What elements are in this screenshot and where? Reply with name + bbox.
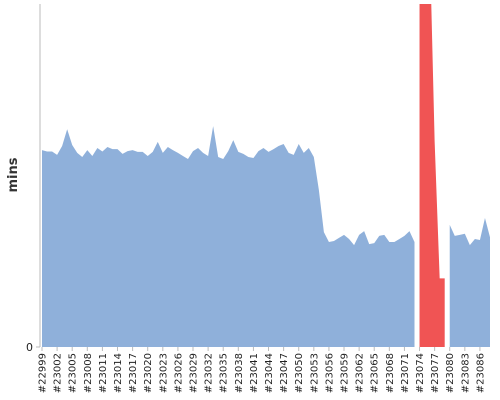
x-tick-label: #23059 <box>340 353 351 393</box>
x-tick-label: #23086 <box>475 353 486 393</box>
x-tick-label: #23005 <box>68 353 79 393</box>
y-tick-label: 0 <box>26 341 33 354</box>
x-tick-label: #23038 <box>234 353 245 393</box>
x-tick-label: #23002 <box>53 353 64 393</box>
x-tick-label: #23047 <box>279 353 290 393</box>
x-tick-label: #23008 <box>83 353 94 393</box>
x-tick-label: #23020 <box>143 353 154 393</box>
x-tick-label: #23026 <box>173 353 184 393</box>
x-tick-label: #23029 <box>189 353 200 393</box>
x-tick-label: #23041 <box>249 353 260 393</box>
x-tick-label: #23062 <box>355 353 366 393</box>
x-tick-label: #23014 <box>113 353 124 393</box>
area <box>419 4 445 347</box>
x-tick-label: #23035 <box>219 353 230 393</box>
x-tick-label: #23080 <box>445 353 456 393</box>
x-tick-label: #23068 <box>385 353 396 393</box>
x-tick-label: #22999 <box>38 353 49 393</box>
x-tick-label: #23032 <box>204 353 215 393</box>
x-tick-label: #23023 <box>158 353 169 393</box>
area <box>449 218 490 347</box>
x-tick-label: #23077 <box>430 353 441 393</box>
x-tick-label: #23074 <box>415 353 426 393</box>
x-tick-label: #23083 <box>460 353 471 393</box>
x-tick-label: #23050 <box>294 353 305 393</box>
x-tick-label: #23065 <box>370 353 381 393</box>
x-tick-label: #23044 <box>264 353 275 393</box>
plot-area <box>42 4 490 347</box>
x-tick-label: #23071 <box>400 353 411 393</box>
y-axis-label: mins <box>6 157 21 192</box>
x-tick-label: #23056 <box>324 353 335 393</box>
x-tick-label: #23017 <box>128 353 139 393</box>
area <box>42 126 415 347</box>
x-tick-label: #23053 <box>309 353 320 393</box>
x-tick-label: #23011 <box>98 353 109 393</box>
